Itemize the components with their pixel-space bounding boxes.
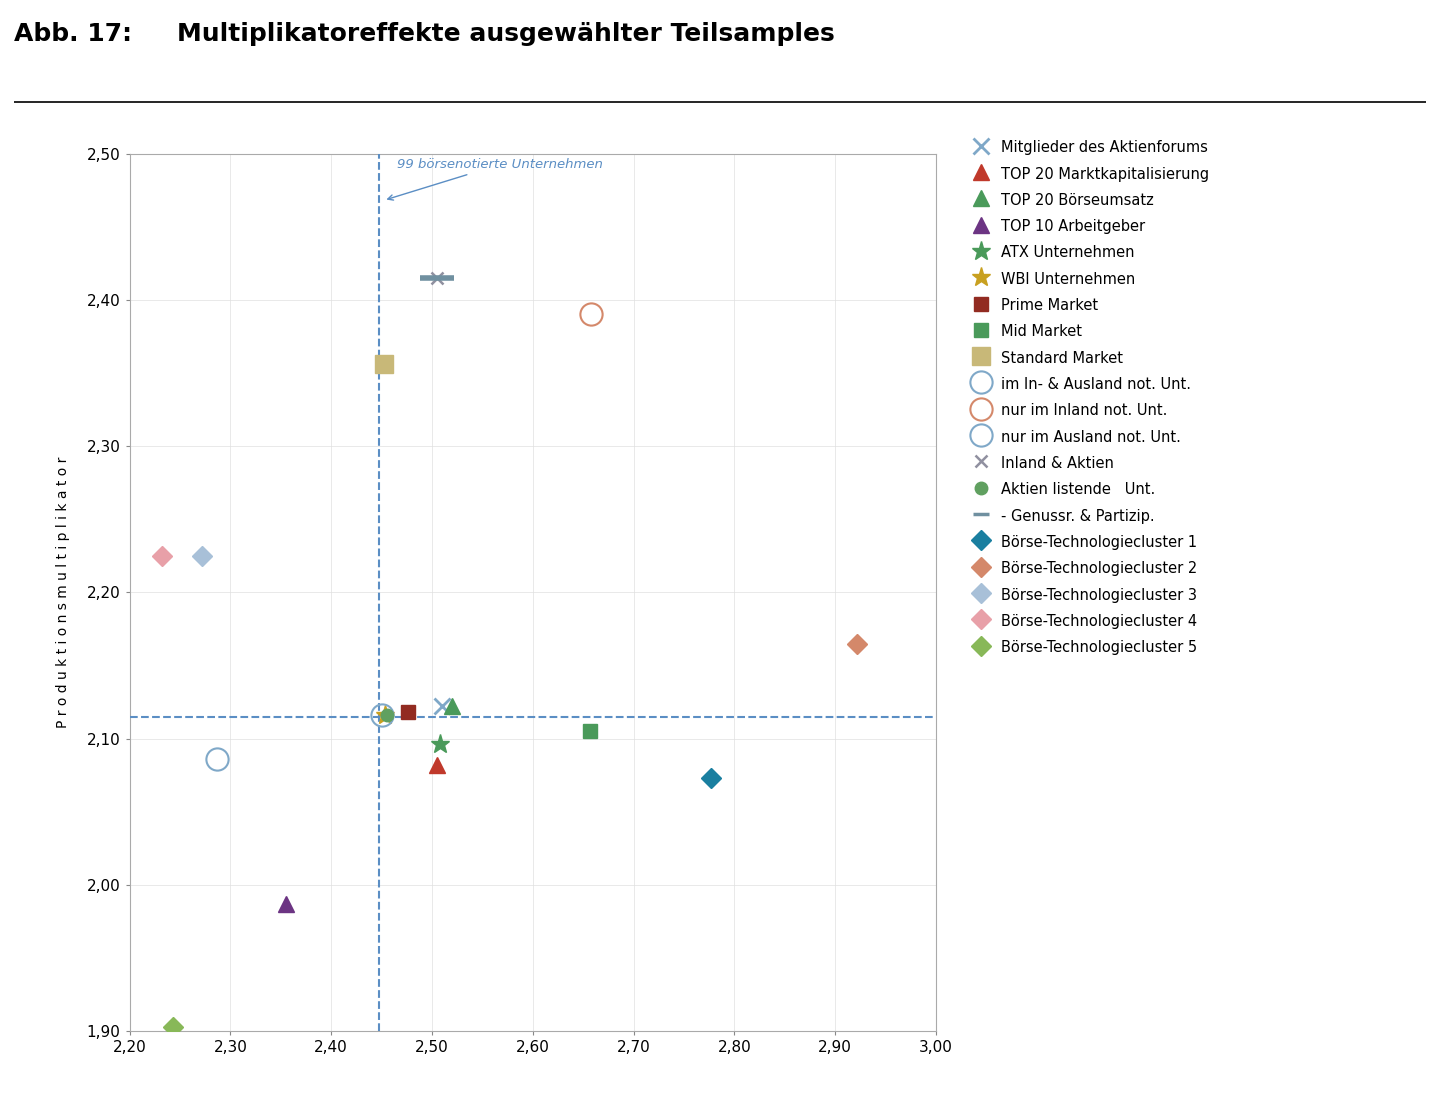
Legend: Mitglieder des Aktienforums, TOP 20 Marktkapitalisierung, TOP 20 Börseumsatz, TO: Mitglieder des Aktienforums, TOP 20 Mark… bbox=[972, 139, 1210, 656]
Text: Abb. 17:: Abb. 17: bbox=[14, 22, 132, 46]
Text: Multiplikatoreffekte ausgewählter Teilsamples: Multiplikatoreffekte ausgewählter Teilsa… bbox=[177, 22, 834, 46]
Y-axis label: P r o d u k t i o n s m u l t i p l i k a t o r: P r o d u k t i o n s m u l t i p l i k … bbox=[56, 456, 71, 728]
Text: 99 börsenotierte Unternehmen: 99 börsenotierte Unternehmen bbox=[387, 158, 602, 200]
